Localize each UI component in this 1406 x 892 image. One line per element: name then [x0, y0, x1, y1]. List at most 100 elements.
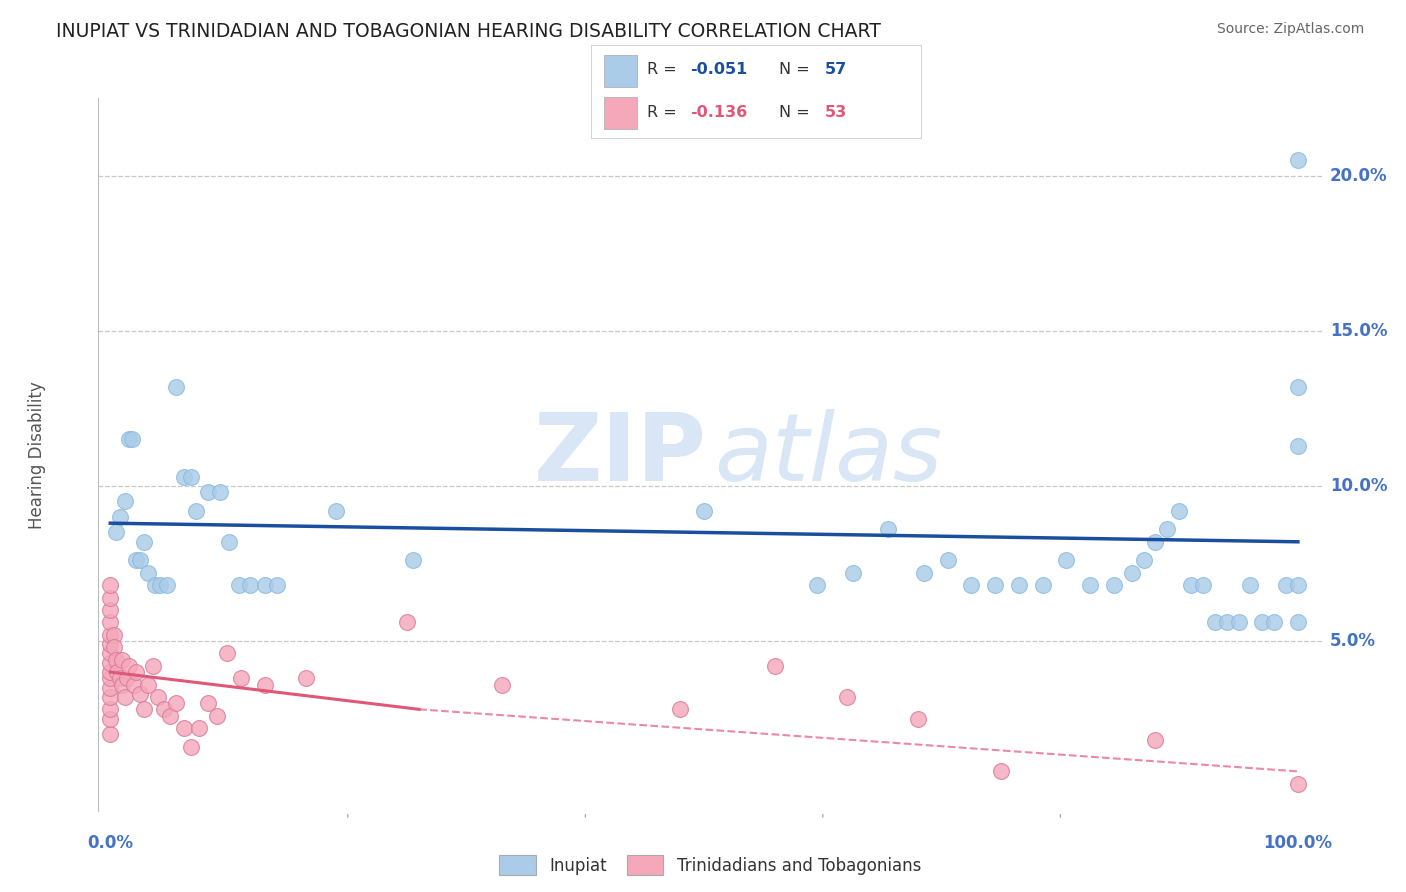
Text: 10.0%: 10.0%	[1330, 477, 1388, 495]
Point	[98, 656, 121, 670]
Point	[129, 553, 152, 567]
Point	[1215, 615, 1237, 630]
Point	[103, 640, 125, 655]
Point	[990, 764, 1012, 779]
Point	[806, 578, 828, 592]
Point	[1102, 578, 1125, 592]
Point	[98, 603, 121, 617]
Point	[1132, 553, 1154, 567]
FancyBboxPatch shape	[603, 97, 637, 129]
Point	[1180, 578, 1202, 592]
Point	[228, 578, 250, 592]
Point	[1286, 578, 1309, 592]
Point	[835, 690, 858, 704]
Point	[111, 653, 134, 667]
Point	[1286, 777, 1309, 791]
Point	[295, 671, 318, 685]
Point	[105, 525, 128, 540]
Point	[156, 578, 179, 592]
Point	[98, 628, 121, 642]
Point	[108, 510, 131, 524]
Point	[165, 379, 187, 393]
Point	[98, 671, 121, 685]
Point	[1008, 578, 1031, 592]
Point	[98, 665, 121, 679]
Point	[912, 566, 935, 580]
Point	[107, 665, 129, 679]
Point	[149, 578, 172, 592]
Point	[266, 578, 288, 592]
Point	[180, 469, 202, 483]
Point	[1078, 578, 1101, 592]
Point	[98, 681, 121, 695]
Text: ZIP: ZIP	[533, 409, 706, 501]
Point	[396, 615, 419, 630]
Point	[103, 628, 125, 642]
Point	[105, 653, 128, 667]
Point	[229, 671, 252, 685]
Text: N =: N =	[779, 62, 814, 78]
Point	[98, 578, 121, 592]
Point	[129, 687, 152, 701]
Point	[1156, 522, 1178, 536]
Point	[121, 433, 143, 447]
Point	[136, 566, 159, 580]
Point	[877, 522, 900, 536]
Point	[115, 671, 138, 685]
Point	[253, 677, 276, 691]
Text: 53: 53	[825, 104, 848, 120]
Point	[984, 578, 1007, 592]
Point	[1286, 615, 1309, 630]
Point	[205, 708, 228, 723]
Point	[1239, 578, 1261, 592]
Point	[184, 504, 207, 518]
Point	[118, 433, 141, 447]
Point	[108, 671, 131, 685]
Point	[98, 690, 121, 704]
Text: 57: 57	[825, 62, 848, 78]
Point	[218, 534, 240, 549]
Text: N =: N =	[779, 104, 814, 120]
Text: 15.0%: 15.0%	[1330, 322, 1388, 340]
Text: 100.0%: 100.0%	[1264, 834, 1333, 852]
Point	[763, 659, 786, 673]
Point	[98, 702, 121, 716]
Point	[1054, 553, 1077, 567]
Point	[907, 712, 929, 726]
Point	[98, 727, 121, 741]
Point	[960, 578, 983, 592]
Point	[98, 647, 121, 661]
Text: -0.051: -0.051	[690, 62, 747, 78]
Point	[1275, 578, 1298, 592]
Text: -0.136: -0.136	[690, 104, 747, 120]
Point	[114, 494, 136, 508]
Point	[325, 504, 347, 518]
Point	[159, 708, 181, 723]
Point	[215, 647, 238, 661]
Point	[98, 615, 121, 630]
Point	[125, 553, 148, 567]
Point	[669, 702, 692, 716]
Text: 20.0%: 20.0%	[1330, 167, 1388, 185]
Text: Hearing Disability: Hearing Disability	[28, 381, 46, 529]
Point	[402, 553, 425, 567]
Point	[1121, 566, 1143, 580]
Text: 0.0%: 0.0%	[87, 834, 134, 852]
Point	[173, 469, 195, 483]
Text: Source: ZipAtlas.com: Source: ZipAtlas.com	[1216, 22, 1364, 37]
Point	[1144, 733, 1167, 747]
Text: R =: R =	[647, 62, 682, 78]
Point	[1192, 578, 1215, 592]
Point	[98, 637, 121, 651]
Point	[118, 659, 141, 673]
Point	[693, 504, 716, 518]
Point	[1227, 615, 1250, 630]
Text: R =: R =	[647, 104, 682, 120]
Point	[1286, 439, 1309, 453]
Point	[1204, 615, 1226, 630]
Point	[111, 677, 134, 691]
Point	[173, 721, 195, 735]
Point	[114, 690, 136, 704]
Point	[1263, 615, 1285, 630]
Point	[188, 721, 211, 735]
